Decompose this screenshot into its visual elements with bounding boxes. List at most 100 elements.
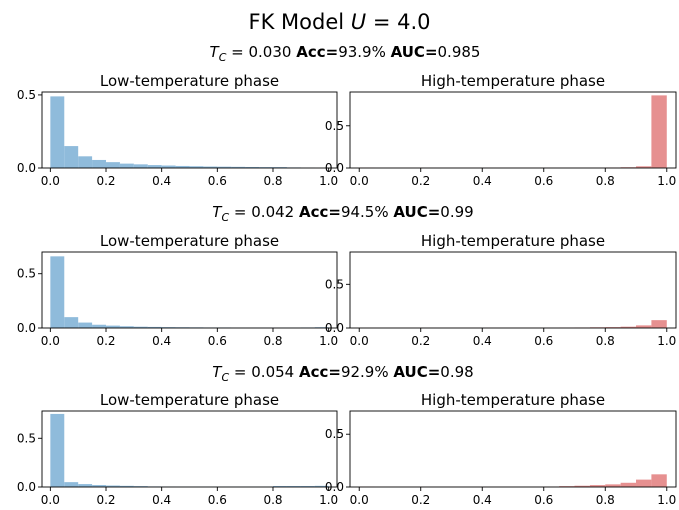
y-tick-label: 0.5 <box>17 267 36 281</box>
histogram-bar-15 <box>574 485 590 487</box>
x-tick-label: 0.0 <box>41 174 60 188</box>
x-tick-label: 0.6 <box>534 334 553 348</box>
x-tick-label: 0.8 <box>596 334 615 348</box>
histogram-bar-18 <box>286 486 301 487</box>
histogram-bar-18 <box>620 326 637 328</box>
y-tick-label: 0.0 <box>325 161 344 175</box>
row-title-2: TC = 0.042 Acc=94.5% AUC=0.99 <box>212 203 473 224</box>
x-tick-label: 0.4 <box>152 493 171 507</box>
panel-title: Low-temperature phase <box>100 72 279 90</box>
row-title-3: TC = 0.054 Acc=92.9% AUC=0.98 <box>212 363 473 384</box>
histogram-bar-14 <box>231 166 246 168</box>
panel-mid-left: Low-temperature phase 0.0 0.2 0.4 0.6 0.8 1.0 0… <box>17 232 338 348</box>
histogram-bar-4 <box>92 324 107 328</box>
histogram-bar-15 <box>245 166 260 168</box>
x-tick-label: 0.8 <box>263 174 282 188</box>
y-tick-label: 0.0 <box>17 480 36 494</box>
y-tick-label: 0.0 <box>17 321 36 335</box>
histogram-bar-2 <box>64 317 79 328</box>
histogram-bar-4 <box>92 485 107 487</box>
histogram-bar-3 <box>78 322 93 328</box>
x-tick-label: 0.2 <box>96 334 115 348</box>
x-tick-label: 0.0 <box>41 334 60 348</box>
x-tick-label: 0.4 <box>473 334 492 348</box>
x-tick-label: 0.8 <box>263 493 282 507</box>
x-tick-label: 0.2 <box>411 493 430 507</box>
histogram-bar-19 <box>636 479 652 487</box>
histogram-bar-20 <box>651 474 667 487</box>
panel-title: Low-temperature phase <box>100 391 279 409</box>
x-tick-label: 0.0 <box>350 174 369 188</box>
histogram-bar-19 <box>636 166 652 168</box>
figure-title: FK Model U = 4.0 <box>249 10 431 34</box>
histogram-bar-6 <box>119 163 134 168</box>
histogram-bar-8 <box>147 326 162 328</box>
row-title-1: TC = 0.030 Acc=93.9% AUC=0.985 <box>210 43 481 64</box>
panel-bottom-right: High-temperature phase 0.0 0.2 0.4 0.6 0.8 1.0… <box>325 391 677 507</box>
y-tick-label: 0.5 <box>17 88 36 102</box>
x-tick-label: 1.0 <box>657 334 676 348</box>
histogram-bar-6 <box>119 485 134 487</box>
x-tick-label: 0.6 <box>208 174 227 188</box>
panel-title: High-temperature phase <box>421 391 605 409</box>
axes-frame <box>349 410 677 488</box>
x-tick-label: 0.8 <box>596 174 615 188</box>
y-tick-label: 0.5 <box>325 119 344 133</box>
panel-top-right: High-temperature phase 0.0 0.2 0.4 0.6 0.8 1.0… <box>325 72 677 188</box>
y-tick-label: 0.0 <box>325 321 344 335</box>
histogram-bar-19 <box>300 486 315 487</box>
histogram-bar-1 <box>50 413 65 487</box>
histogram-bar-4 <box>92 159 107 168</box>
x-tick-label: 0.2 <box>96 174 115 188</box>
histogram-bar-19 <box>636 325 652 328</box>
x-tick-label: 1.0 <box>319 493 338 507</box>
x-tick-label: 0.4 <box>152 174 171 188</box>
histogram-bar-20 <box>314 485 329 487</box>
panel-title: High-temperature phase <box>421 232 605 250</box>
x-tick-label: 0.2 <box>411 334 430 348</box>
panel-title: High-temperature phase <box>421 72 605 90</box>
axes-frame <box>41 410 338 488</box>
histogram-bar-3 <box>78 484 93 487</box>
histogram-bar-9 <box>161 165 176 168</box>
histogram-bar-8 <box>147 165 162 168</box>
histogram-bar-20 <box>651 320 667 328</box>
y-tick-label: 0.5 <box>325 427 344 441</box>
panel-mid-right: High-temperature phase 0.0 0.2 0.4 0.6 0.8 1.0… <box>325 232 677 348</box>
x-tick-label: 0.6 <box>534 174 553 188</box>
panel-bottom-left: Low-temperature phase 0.0 0.2 0.4 0.6 0.8 1.0 0… <box>17 391 338 507</box>
x-tick-label: 0.0 <box>41 493 60 507</box>
axes-frame <box>41 91 338 169</box>
x-tick-label: 0.0 <box>350 493 369 507</box>
histogram-bar-18 <box>620 482 637 487</box>
histogram-bar-10 <box>175 165 190 168</box>
histogram-bar-3 <box>78 156 93 168</box>
histogram-bar-2 <box>64 482 79 487</box>
histogram-bar-12 <box>203 166 218 168</box>
axes-frame <box>41 251 338 329</box>
panel-top-left: Low-temperature phase 0.0 0.2 0.4 0.6 0.8 1.0 0… <box>17 72 338 188</box>
histogram-bar-20 <box>651 95 667 168</box>
axes-frame <box>349 91 677 169</box>
histogram-bar-5 <box>106 325 120 328</box>
histogram-bar-17 <box>605 484 621 487</box>
x-tick-label: 1.0 <box>657 174 676 188</box>
x-tick-label: 0.4 <box>473 493 492 507</box>
axes-frame <box>349 251 677 329</box>
histogram-bar-6 <box>119 326 134 328</box>
histogram-bar-16 <box>589 485 606 487</box>
x-tick-label: 0.6 <box>208 334 227 348</box>
histogram-bar-5 <box>106 162 120 168</box>
histogram-bar-7 <box>133 326 148 328</box>
histogram-bar-7 <box>133 164 148 168</box>
x-tick-label: 1.0 <box>319 334 338 348</box>
x-tick-label: 1.0 <box>657 493 676 507</box>
x-tick-label: 0.4 <box>152 334 171 348</box>
panel-title: Low-temperature phase <box>100 232 279 250</box>
x-tick-label: 0.8 <box>263 334 282 348</box>
y-tick-label: 0.0 <box>17 161 36 175</box>
x-tick-label: 0.4 <box>473 174 492 188</box>
y-tick-label: 0.5 <box>17 431 36 445</box>
